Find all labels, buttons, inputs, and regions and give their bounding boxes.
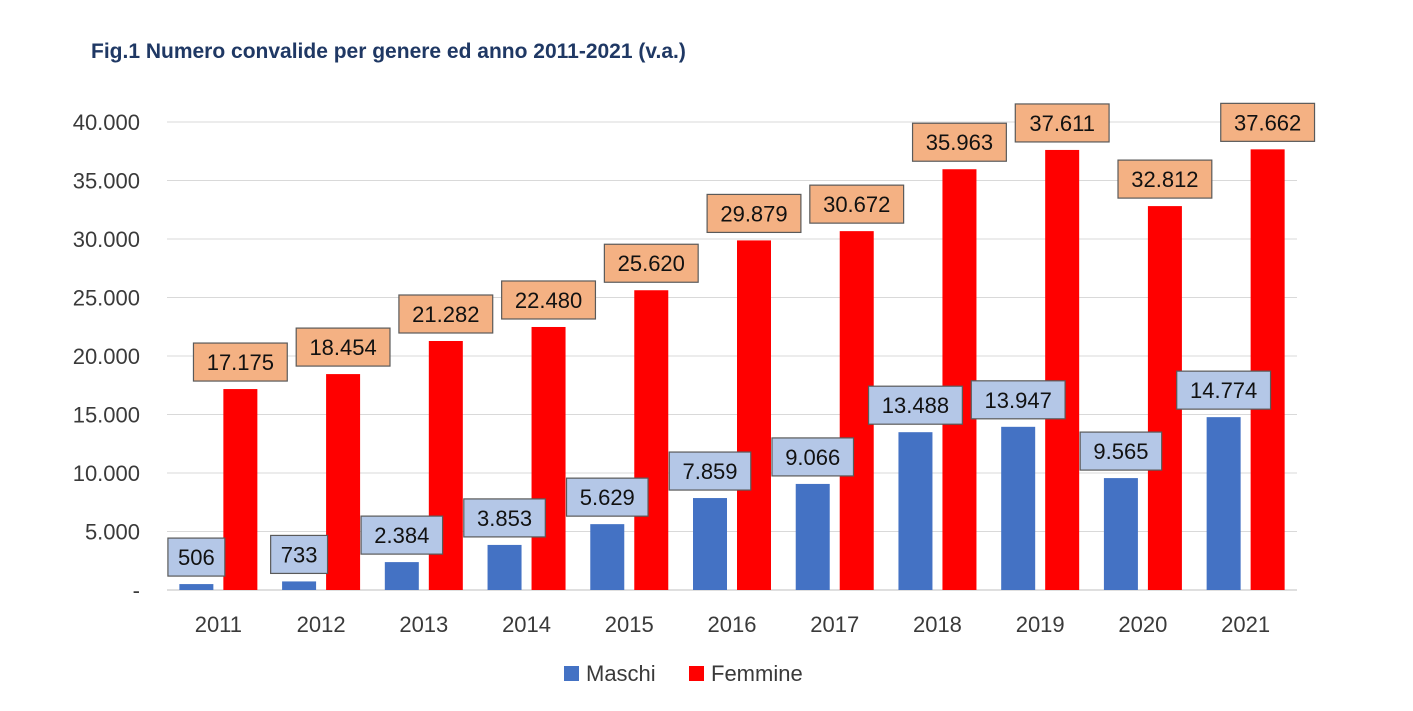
data-label-box <box>1117 159 1213 199</box>
data-label: 14.774 <box>1190 378 1257 403</box>
legend-label-femmine: Femmine <box>711 661 803 686</box>
data-label-box <box>270 534 329 575</box>
data-label-box <box>911 122 1007 162</box>
x-tick-label: 2016 <box>708 612 757 637</box>
data-label-box <box>1220 102 1316 142</box>
data-label: 9.066 <box>785 445 840 470</box>
data-label: 5.629 <box>580 485 635 510</box>
bar-maschi <box>384 562 419 590</box>
data-label-box <box>1176 370 1272 410</box>
data-label: 7.859 <box>682 459 737 484</box>
data-label-box <box>771 437 855 477</box>
bar-maschi <box>487 544 522 590</box>
bar-maschi <box>1103 478 1138 590</box>
x-tick-label: 2013 <box>399 612 448 637</box>
data-label: 17.175 <box>207 350 274 375</box>
data-label: 733 <box>281 542 318 567</box>
bar-femmine <box>942 169 977 590</box>
data-label-box <box>1079 431 1163 471</box>
data-label-box <box>970 380 1066 420</box>
chart-title: Fig.1 Numero convalide per genere ed ann… <box>91 40 686 63</box>
bar-maschi <box>590 524 625 590</box>
data-label: 22.480 <box>515 288 582 313</box>
data-labels: 506 17.175 733 18.454 2.384 21.282 3.853 22.480… <box>167 102 1316 577</box>
y-tick-label: 10.000 <box>73 461 140 486</box>
data-label-box <box>167 537 226 577</box>
x-tick-label: 2011 <box>195 612 242 637</box>
bar-femmine <box>1045 149 1080 590</box>
data-label: 13.488 <box>882 393 949 418</box>
data-label: 25.620 <box>618 251 685 276</box>
bar-femmine <box>223 389 258 590</box>
y-tick-label: 5.000 <box>85 520 140 545</box>
x-tick-label: 2017 <box>810 612 859 637</box>
bar-femmine <box>531 326 566 590</box>
data-label-box <box>192 342 288 382</box>
data-label-box <box>463 498 546 538</box>
y-tick-label: 25.000 <box>73 286 140 311</box>
bar-femmine <box>634 290 669 590</box>
data-label: 18.454 <box>309 335 376 360</box>
data-label-box <box>809 184 905 224</box>
data-label-box <box>398 294 494 334</box>
legend: Maschi Femmine <box>564 661 803 686</box>
data-label: 21.282 <box>412 302 479 327</box>
legend-swatch-femmine <box>689 666 704 681</box>
data-label: 9.565 <box>1093 439 1148 464</box>
y-tick-label: 15.000 <box>73 403 140 428</box>
x-tick-label: 2015 <box>605 612 654 637</box>
data-label: 2.384 <box>374 523 429 548</box>
legend-label-maschi: Maschi <box>586 661 656 686</box>
bar-femmine <box>326 374 361 590</box>
data-label-box <box>501 280 597 320</box>
data-label: 506 <box>178 545 215 570</box>
bar-maschi <box>179 584 214 590</box>
bar-femmine <box>1250 149 1285 590</box>
y-tick-label: 20.000 <box>73 344 140 369</box>
data-label: 30.672 <box>823 192 890 217</box>
data-label-box <box>295 327 391 367</box>
bar-maschi <box>1206 417 1241 590</box>
bar-maschi <box>898 432 933 590</box>
x-tick-label: 2012 <box>297 612 346 637</box>
bar-maschi <box>693 498 727 590</box>
data-label-box <box>668 451 752 491</box>
x-tick-label: 2018 <box>913 612 962 637</box>
bar-maschi <box>1001 426 1036 590</box>
data-label-box <box>360 515 444 555</box>
x-tick-label: 2020 <box>1118 612 1167 637</box>
y-tick-label: 30.000 <box>73 227 140 252</box>
legend-swatch-maschi <box>564 666 579 681</box>
bar-maschi <box>282 581 317 590</box>
data-label-box <box>1014 103 1110 143</box>
y-axis-ticks: - 5.000 10.000 15.000 20.000 25.000 30.000 35.0… <box>73 110 140 603</box>
data-label-box <box>565 477 649 517</box>
data-label: 37.662 <box>1234 110 1301 135</box>
data-label: 37.611 <box>1029 111 1095 136</box>
y-tick-label: 40.000 <box>73 110 140 135</box>
data-label: 3.853 <box>477 506 532 531</box>
data-label-box <box>867 385 963 425</box>
y-tick-label: - <box>133 578 140 603</box>
data-label: 35.963 <box>926 130 993 155</box>
data-label-box <box>603 243 699 283</box>
x-axis-ticks: 2011 2012 2013 2014 2015 2016 2017 2018 2019 2020… <box>195 612 1270 637</box>
x-tick-label: 2014 <box>502 612 551 637</box>
bar-maschi <box>795 483 830 590</box>
data-label: 32.812 <box>1131 167 1198 192</box>
x-tick-label: 2019 <box>1016 612 1065 637</box>
data-label: 13.947 <box>985 388 1052 413</box>
data-label-box <box>706 193 802 234</box>
gridlines <box>167 121 1297 591</box>
data-label: 29.879 <box>720 201 787 226</box>
bar-femmine <box>737 240 771 590</box>
y-tick-label: 35.000 <box>73 169 140 194</box>
x-tick-label: 2021 <box>1221 612 1270 637</box>
